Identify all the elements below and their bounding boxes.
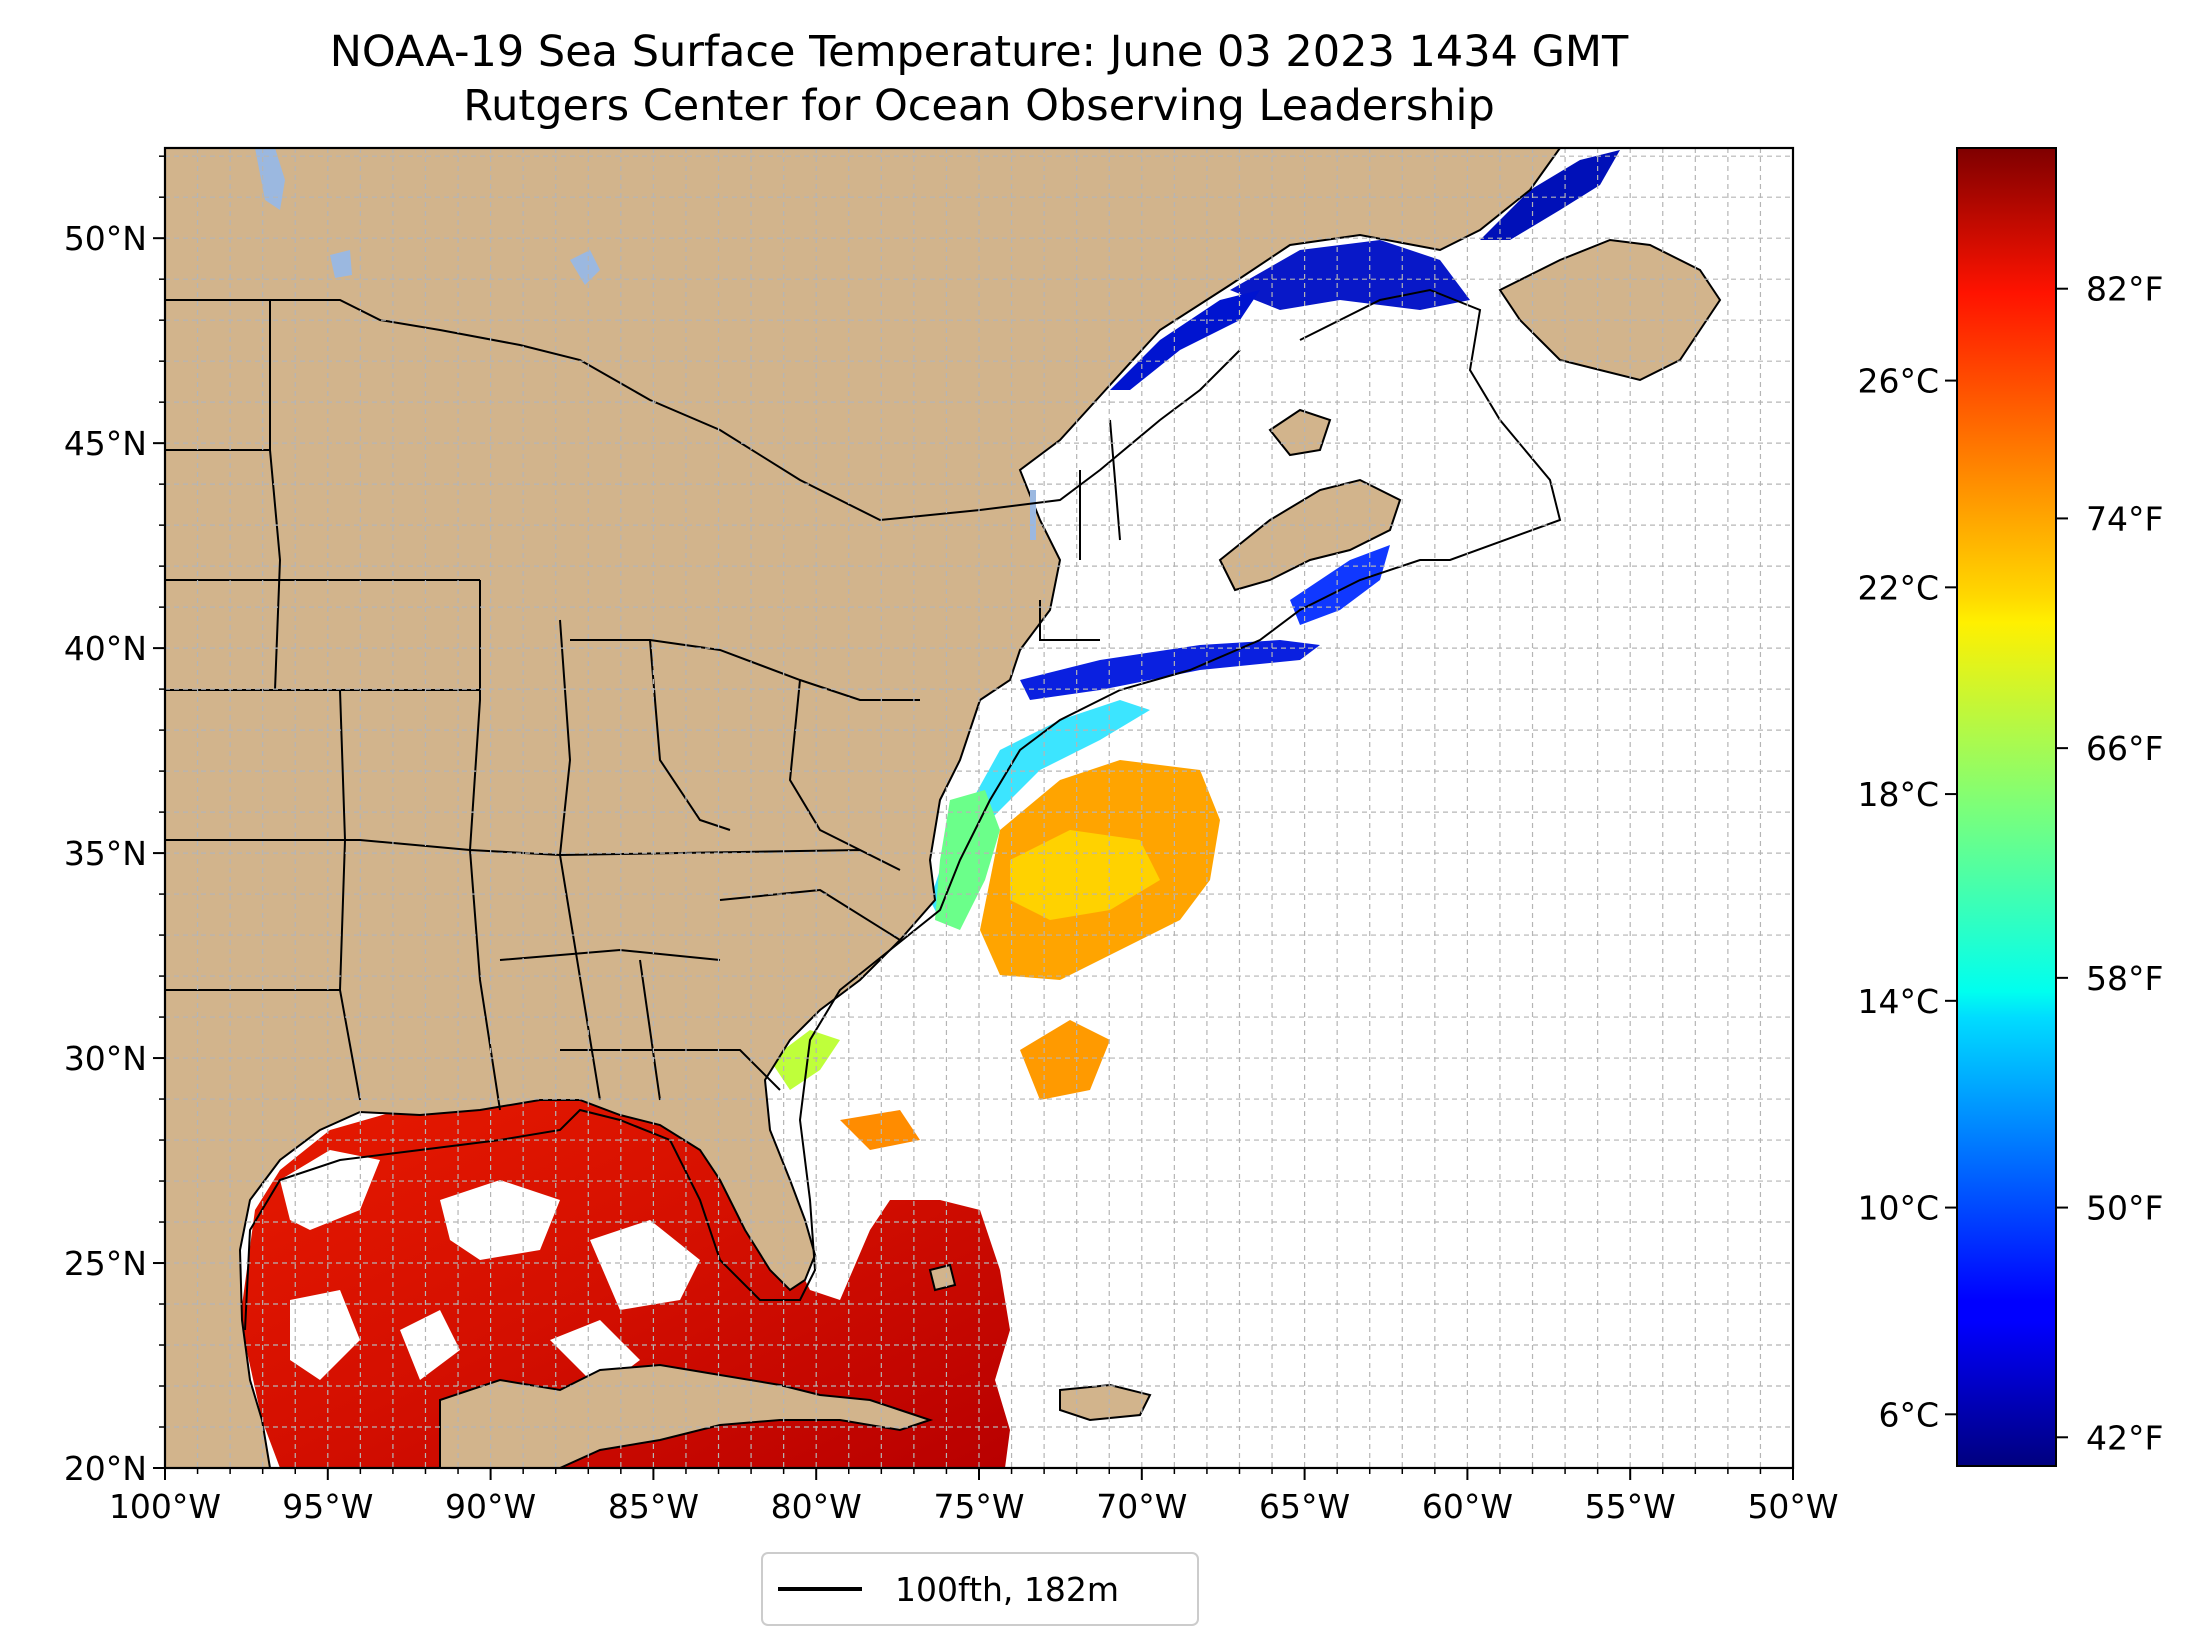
sst-atlantic-south: [1020, 1020, 1110, 1100]
fahrenheit-tick-label: 42°F: [2086, 1418, 2163, 1457]
political-borders: [165, 299, 1241, 1111]
celsius-tick-label: 26°C: [1857, 362, 1939, 401]
y-tick-label: 20°N: [64, 1449, 147, 1488]
map-gridlines: [165, 148, 1793, 1468]
fahrenheit-tick-label: 66°F: [2086, 729, 2163, 768]
fahrenheit-tick-label: 82°F: [2086, 270, 2163, 309]
sst-nova-scotia-shelf: [1290, 545, 1390, 625]
sst-st-lawrence-estuary: [1110, 290, 1260, 390]
y-tick-label: 50°N: [64, 219, 147, 258]
x-axis-ticks: 100°W 95°W 90°W 85°W 80°W 75°W 70°W 65°W 60°W 55°…: [109, 1468, 1839, 1526]
y-tick-label: 45°N: [64, 424, 147, 463]
state-border: [639, 959, 661, 1101]
state-border: [165, 989, 361, 1101]
map-legend: 100fth, 182m: [761, 1552, 1199, 1626]
state-border: [469, 849, 501, 1111]
celsius-tick-label: 14°C: [1857, 982, 1939, 1021]
cuba-yucatan-land: [439, 1363, 934, 1468]
celsius-tick-label: 18°C: [1857, 775, 1939, 814]
newfoundland-land: [1498, 238, 1722, 382]
bahamas-land: [928, 1263, 957, 1292]
cloud-gap: [290, 1290, 360, 1380]
state-border: [649, 639, 731, 831]
fahrenheit-tick-label: 50°F: [2086, 1189, 2163, 1228]
state-border: [469, 580, 481, 851]
state-border: [560, 1049, 781, 1091]
state-border: [499, 948, 721, 961]
hispaniola-land: [1059, 1383, 1152, 1422]
lake-nipigon: [570, 250, 600, 285]
state-border: [269, 449, 282, 691]
fahrenheit-tick-label: 74°F: [2086, 499, 2163, 538]
x-tick-label: 70°W: [1096, 1487, 1187, 1526]
x-tick-label: 85°W: [608, 1487, 699, 1526]
us-canada-border: [165, 299, 1241, 522]
colorbar-gradient: [1956, 147, 2057, 1467]
state-border: [165, 839, 561, 856]
x-tick-label: 65°W: [1259, 1487, 1350, 1526]
sst-gulf-of-maine: [1020, 640, 1320, 700]
x-tick-label: 60°W: [1422, 1487, 1513, 1526]
x-tick-label: 95°W: [282, 1487, 373, 1526]
state-border: [559, 619, 572, 856]
state-border: [559, 854, 601, 1101]
state-border: [1039, 600, 1100, 641]
sst-chesapeake-shelf: [935, 790, 1000, 930]
cloud-gap: [590, 1220, 700, 1310]
y-tick-label: 25°N: [64, 1244, 147, 1283]
colorbar: 6°C 10°C 14°C 18°C 22°C 26°C 42°F 50°F 58°F 66°F…: [1857, 147, 2163, 1467]
state-border: [719, 888, 901, 941]
sst-labrador-coast: [1480, 150, 1620, 240]
state-border: [1109, 419, 1121, 541]
x-tick-label: 90°W: [445, 1487, 536, 1526]
y-tick-label: 30°N: [64, 1039, 147, 1078]
colorbar-fahrenheit-ticks: 42°F 50°F 58°F 66°F 74°F 82°F: [2056, 270, 2163, 1457]
x-tick-label: 80°W: [771, 1487, 862, 1526]
lake-winnipeg: [255, 148, 285, 210]
x-tick-label: 50°W: [1747, 1487, 1838, 1526]
cloud-gap: [280, 1150, 380, 1230]
celsius-tick-label: 22°C: [1857, 568, 1939, 607]
cloud-gap: [440, 1180, 560, 1260]
celsius-tick-label: 10°C: [1857, 1189, 1939, 1228]
x-tick-label: 100°W: [109, 1487, 221, 1526]
fahrenheit-tick-label: 58°F: [2086, 959, 2163, 998]
nova-scotia-land: [1218, 478, 1402, 592]
x-tick-label: 55°W: [1585, 1487, 1676, 1526]
y-tick-label: 35°N: [64, 834, 147, 873]
sst-gulf-of-st-lawrence: [1230, 240, 1470, 310]
y-axis-ticks: 20°N 25°N 30°N 35°N 40°N 45°N 50°N: [64, 155, 165, 1488]
map-title-line2: Rutgers Center for Ocean Observing Leade…: [463, 81, 1495, 131]
celsius-tick-label: 6°C: [1878, 1395, 1939, 1434]
lake-champlain: [1030, 490, 1036, 540]
x-tick-label: 75°W: [933, 1487, 1024, 1526]
contour-100fth: [244, 288, 1562, 1331]
y-tick-label: 40°N: [64, 629, 147, 668]
state-border: [339, 689, 347, 991]
colorbar-celsius-ticks: 6°C 10°C 14°C 18°C 22°C 26°C: [1857, 362, 1957, 1434]
north-america-land: [165, 148, 1562, 1468]
map-panel: [165, 148, 1793, 1468]
map-title-line1: NOAA-19 Sea Surface Temperature: June 03…: [330, 27, 1629, 77]
state-border: [570, 639, 920, 701]
legend-label: 100fth, 182m: [895, 1570, 1119, 1609]
lake-winnipegosis: [330, 250, 352, 278]
sst-se-coast: [770, 1030, 840, 1090]
legend-box: [761, 1552, 1199, 1626]
lakes-layer: [255, 148, 1036, 540]
